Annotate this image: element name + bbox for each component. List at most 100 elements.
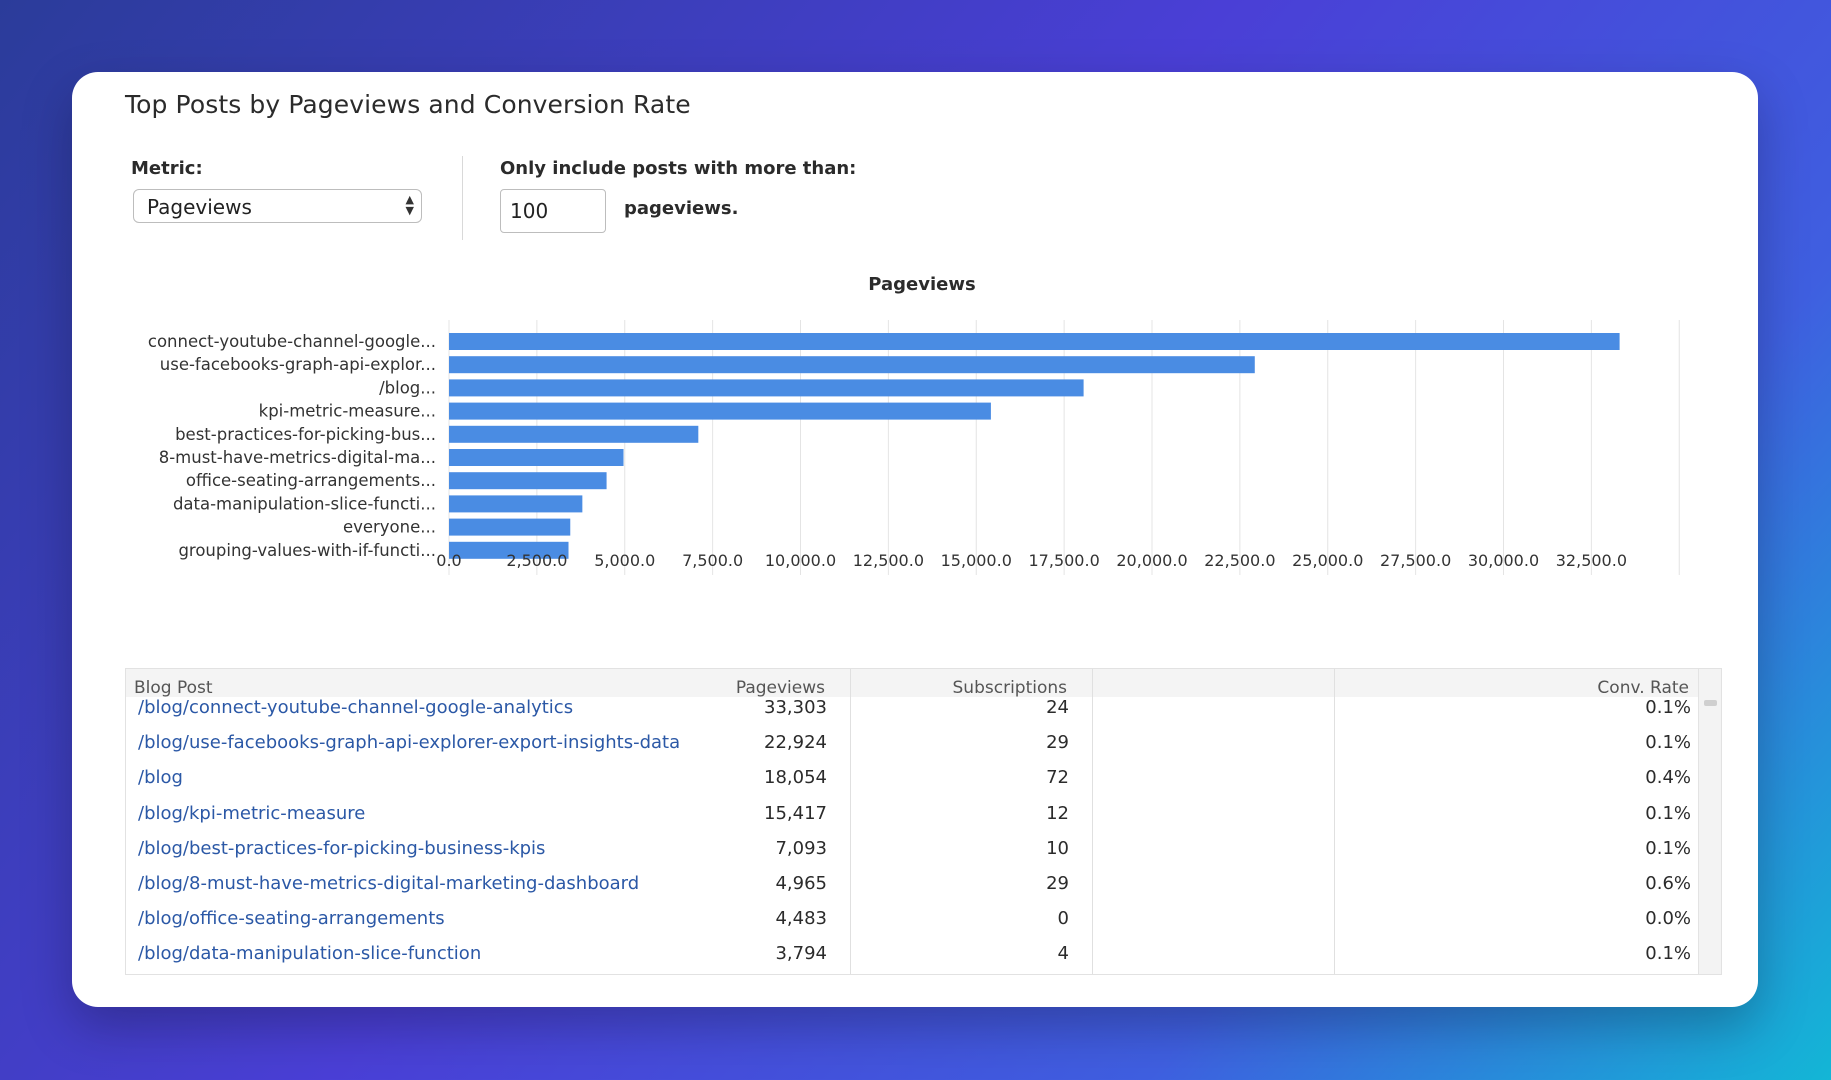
blog-post-link[interactable]: /blog/best-practices-for-picking-busines…	[138, 837, 546, 859]
x-tick-label: 25,000.0	[1292, 551, 1363, 570]
pageviews-cell: 3,794	[775, 943, 827, 965]
blog-post-link[interactable]: /blog/office-seating-arrangements	[138, 908, 445, 930]
pageviews-bar-chart: Pageviews connect-youtube-channel-google…	[148, 274, 1680, 575]
metric-label: Metric:	[131, 158, 203, 179]
pageviews-cell: 7,093	[775, 837, 827, 859]
conv-rate-cell: 0.0%	[1645, 908, 1691, 930]
subscriptions-cell: 12	[1046, 802, 1069, 824]
controls-divider	[462, 156, 463, 240]
column-divider	[1092, 669, 1093, 974]
conv-rate-cell: 0.1%	[1645, 837, 1691, 859]
widget-card: Top Posts by Pageviews and Conversion Ra…	[72, 72, 1758, 1007]
subscriptions-cell: 29	[1046, 732, 1069, 754]
x-tick-label: 17,500.0	[1029, 551, 1100, 570]
chart-bars	[449, 333, 1620, 559]
subscriptions-cell: 72	[1046, 767, 1069, 789]
blog-post-link[interactable]: /blog/data-manipulation-slice-function	[138, 943, 482, 965]
conv-rate-cell: 0.1%	[1645, 802, 1691, 824]
bar[interactable]	[449, 472, 607, 490]
bar[interactable]	[449, 495, 583, 513]
pageviews-cell: 4,483	[775, 908, 827, 930]
col-header-pageviews[interactable]: Pageviews	[735, 678, 825, 698]
x-tick-label: 30,000.0	[1468, 551, 1539, 570]
metric-select[interactable]: Pageviews ▲ ▼	[133, 189, 422, 223]
subscriptions-cell: 29	[1046, 873, 1069, 894]
select-arrows-icon: ▲ ▼	[405, 193, 414, 217]
pageviews-cell: 22,924	[764, 732, 827, 754]
blog-post-link[interactable]: /blog/kpi-metric-measure	[138, 802, 366, 824]
threshold-label: Only include posts with more than:	[500, 158, 857, 179]
conv-rate-cell: 0.1%	[1645, 697, 1691, 718]
x-tick-label: 20,000.0	[1116, 551, 1187, 570]
x-tick-label: 7,500.0	[682, 551, 743, 570]
x-tick-label: 12,500.0	[853, 551, 924, 570]
x-tick-label: 10,000.0	[765, 551, 836, 570]
subscriptions-cell: 0	[1057, 908, 1069, 930]
subscriptions-cell: 24	[1046, 697, 1069, 718]
chart-x-ticks: 0.0 2,500.0 5,000.0 7,500.0 10,000.0 12,500.0…	[436, 551, 1627, 570]
column-divider	[850, 669, 851, 974]
x-tick-label: 5,000.0	[594, 551, 655, 570]
table-row: /blog/use-facebooks-graph-api-explorer-e…	[126, 732, 1699, 767]
category-label: data-manipulation-slice-functi...	[173, 494, 436, 513]
table-row: /blog/data-manipulation-slice-function 3,…	[126, 943, 1699, 974]
chart-title: Pageviews	[868, 274, 975, 295]
bar[interactable]	[449, 356, 1255, 374]
x-tick-label: 0.0	[436, 551, 461, 570]
pageviews-cell: 33,303	[764, 697, 827, 718]
x-tick-label: 22,500.0	[1204, 551, 1275, 570]
subscriptions-cell: 4	[1057, 943, 1069, 965]
x-tick-label: 2,500.0	[506, 551, 567, 570]
bar[interactable]	[449, 518, 571, 536]
bar[interactable]	[449, 425, 699, 443]
col-header-subscriptions[interactable]: Subscriptions	[952, 678, 1067, 698]
category-label: best-practices-for-picking-bus...	[175, 425, 436, 444]
threshold-suffix: pageviews.	[624, 198, 739, 219]
widget-title: Top Posts by Pageviews and Conversion Ra…	[125, 90, 691, 119]
subscriptions-cell: 10	[1046, 837, 1069, 859]
bar[interactable]	[449, 379, 1084, 397]
threshold-input[interactable]	[500, 189, 606, 233]
pageviews-cell: 4,965	[775, 873, 827, 894]
category-label: use-facebooks-graph-api-explor...	[160, 355, 436, 374]
posts-table: Blog Post Pageviews Subscriptions Conv. …	[125, 668, 1722, 975]
conv-rate-cell: 0.6%	[1645, 873, 1691, 894]
col-header-blog-post[interactable]: Blog Post	[134, 678, 213, 698]
table-row: /blog/connect-youtube-channel-google-ana…	[126, 697, 1699, 732]
blog-post-link[interactable]: /blog	[138, 767, 183, 789]
bar[interactable]	[449, 333, 1620, 350]
category-label: /blog...	[379, 378, 436, 397]
table-header: Blog Post Pageviews Subscriptions Conv. …	[126, 669, 1721, 698]
category-label: connect-youtube-channel-google...	[148, 332, 436, 351]
category-label: everyone...	[343, 518, 436, 537]
category-label: office-seating-arrangements...	[186, 471, 436, 490]
bar[interactable]	[449, 541, 569, 559]
scrollbar-thumb[interactable]	[1704, 700, 1717, 706]
category-label: grouping-values-with-if-functi...	[178, 541, 436, 560]
table-row: /blog/8-must-have-metrics-digital-market…	[126, 873, 1699, 908]
conv-rate-cell: 0.1%	[1645, 732, 1691, 754]
conv-rate-cell: 0.4%	[1645, 767, 1691, 789]
conv-rate-cell: 0.1%	[1645, 943, 1691, 965]
bar[interactable]	[449, 449, 624, 466]
x-tick-label: 32,500.0	[1556, 551, 1627, 570]
table-scrollbar[interactable]	[1698, 669, 1721, 974]
chart-category-labels: connect-youtube-channel-google... use-fac…	[148, 332, 436, 560]
column-divider	[1334, 669, 1335, 974]
x-tick-label: 15,000.0	[941, 551, 1012, 570]
blog-post-link[interactable]: /blog/connect-youtube-channel-google-ana…	[138, 697, 574, 718]
pageviews-cell: 15,417	[764, 802, 827, 824]
table-row: /blog/kpi-metric-measure 15,417 12 0.1%	[126, 803, 1699, 838]
blog-post-link[interactable]: /blog/use-facebooks-graph-api-explorer-e…	[138, 732, 681, 754]
category-label: 8-must-have-metrics-digital-ma...	[159, 448, 436, 467]
metric-select-value: Pageviews	[147, 195, 252, 219]
table-row: /blog/office-seating-arrangements 4,483 0 0…	[126, 908, 1699, 943]
x-tick-label: 27,500.0	[1380, 551, 1451, 570]
table-row: /blog 18,054 72 0.4%	[126, 767, 1699, 802]
col-header-conv-rate[interactable]: Conv. Rate	[1597, 678, 1689, 698]
blog-post-link[interactable]: /blog/8-must-have-metrics-digital-market…	[138, 873, 640, 894]
category-label: kpi-metric-measure...	[259, 402, 436, 421]
pageviews-cell: 18,054	[764, 767, 827, 789]
table-row: /blog/best-practices-for-picking-busines…	[126, 838, 1699, 873]
bar[interactable]	[449, 402, 991, 420]
